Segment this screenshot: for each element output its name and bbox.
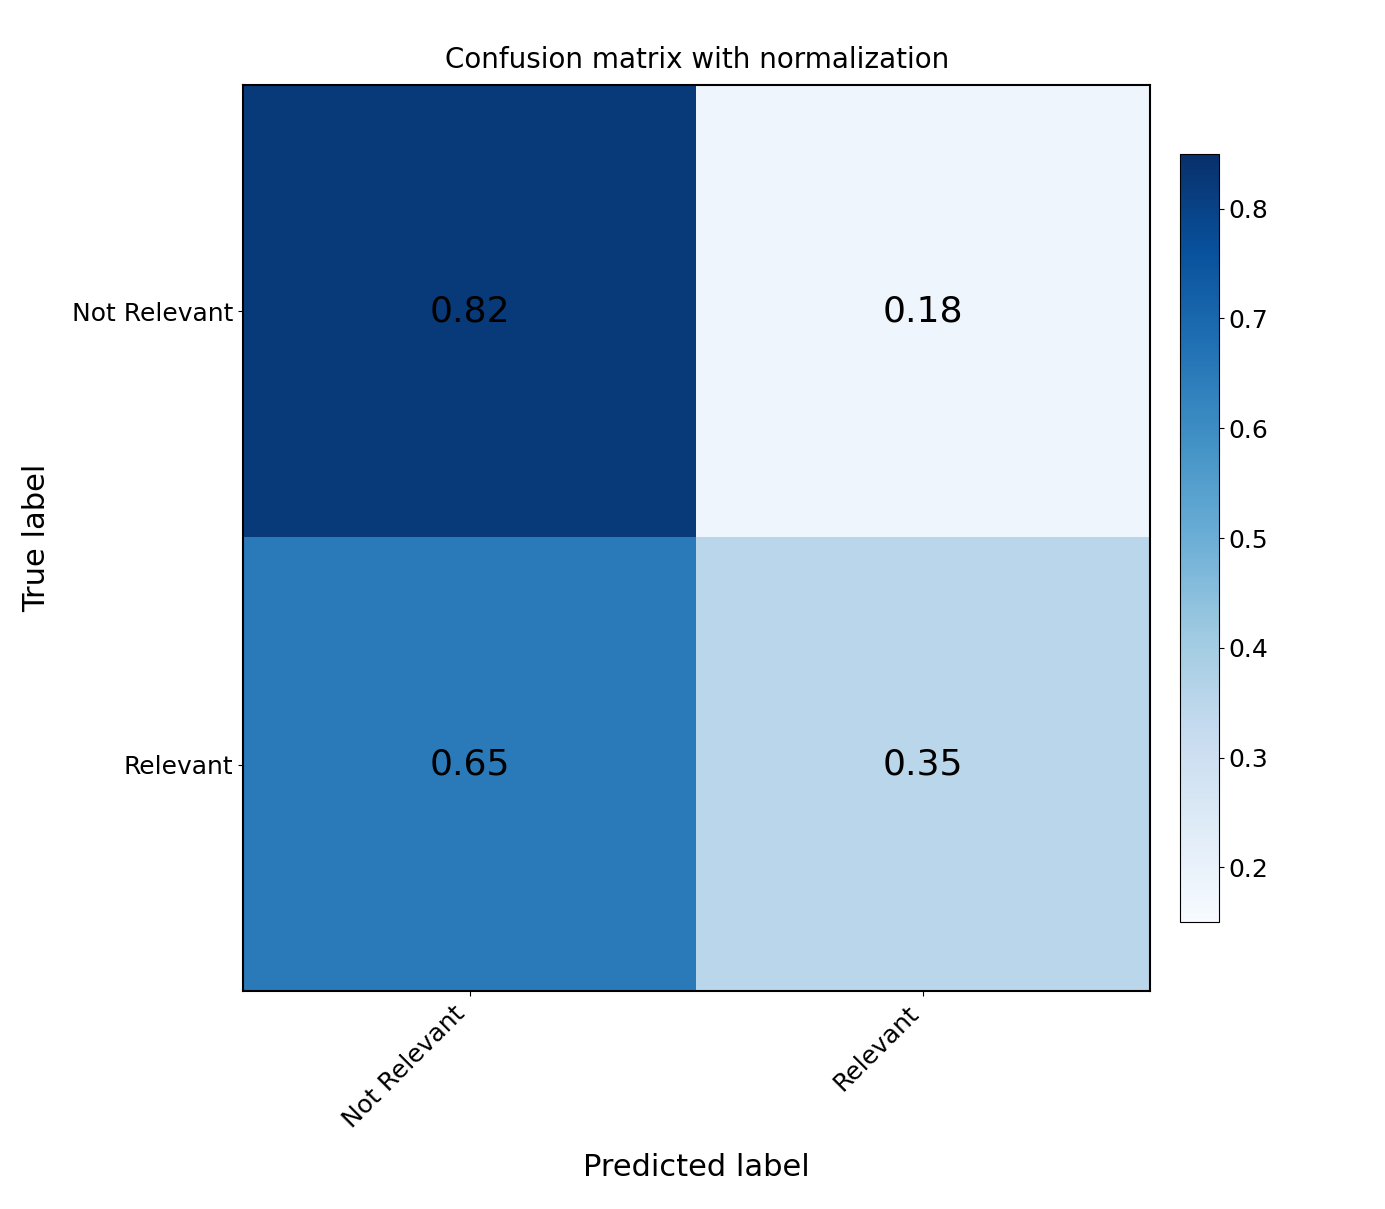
Text: 0.35: 0.35 <box>884 747 964 782</box>
Text: 0.65: 0.65 <box>429 747 510 782</box>
Title: Confusion matrix with normalization: Confusion matrix with normalization <box>445 46 949 74</box>
Text: 0.18: 0.18 <box>884 294 964 329</box>
Text: 0.82: 0.82 <box>429 294 510 329</box>
X-axis label: Predicted label: Predicted label <box>583 1153 810 1182</box>
Y-axis label: True label: True label <box>22 464 51 612</box>
